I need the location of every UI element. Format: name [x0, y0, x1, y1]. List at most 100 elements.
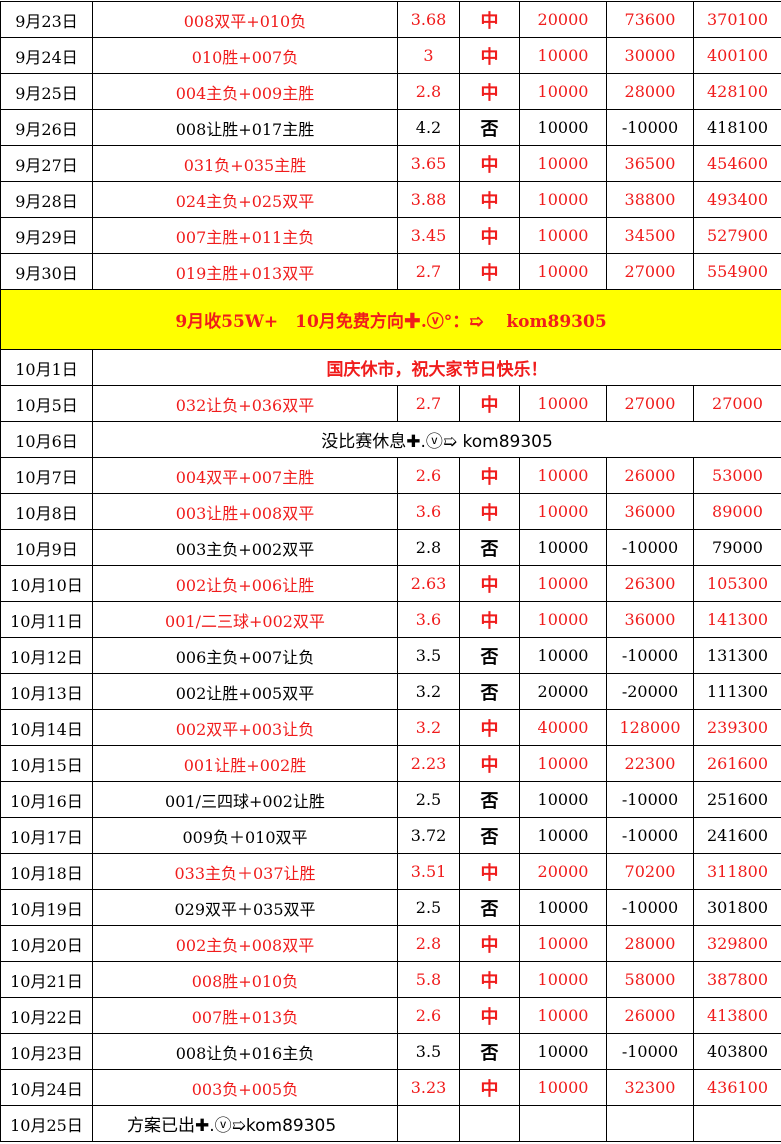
odds-cell: 5.8 — [398, 962, 460, 998]
odds-cell: 3.5 — [398, 1034, 460, 1070]
match-cell: 003负+005负 — [93, 1070, 398, 1106]
date-cell: 9月28日 — [1, 182, 93, 218]
stake-cell: 10000 — [520, 926, 607, 962]
match-cell: 003让胜+008双平 — [93, 494, 398, 530]
match-cell: 004主负+009主胜 — [93, 74, 398, 110]
date-cell: 10月22日 — [1, 998, 93, 1034]
odds-cell: 2.23 — [398, 746, 460, 782]
date-cell: 9月25日 — [1, 74, 93, 110]
odds-cell: 3.72 — [398, 818, 460, 854]
date-cell: 10月7日 — [1, 458, 93, 494]
result-cell: 否 — [460, 530, 520, 566]
profit-cell: -10000 — [607, 818, 694, 854]
result-cell: 否 — [460, 674, 520, 710]
result-cell: 中 — [460, 998, 520, 1034]
stake-cell: 10000 — [520, 818, 607, 854]
odds-cell: 3.51 — [398, 854, 460, 890]
stake-cell: 10000 — [520, 494, 607, 530]
note-row: 10月25日方案已出✚.ⓥ➯kom89305 — [1, 1106, 781, 1142]
match-cell: 010胜+007负 — [93, 38, 398, 74]
profit-cell: -20000 — [607, 674, 694, 710]
total-cell: 370100 — [694, 2, 781, 38]
stake-cell: 10000 — [520, 890, 607, 926]
match-cell: 003主负+002双平 — [93, 530, 398, 566]
profit-cell: -10000 — [607, 890, 694, 926]
date-cell: 10月10日 — [1, 566, 93, 602]
match-cell: 002让胜+005双平 — [93, 674, 398, 710]
empty-cell — [398, 1106, 460, 1142]
odds-cell: 2.8 — [398, 530, 460, 566]
date-cell: 10月5日 — [1, 386, 93, 422]
odds-cell: 2.8 — [398, 926, 460, 962]
total-cell: 79000 — [694, 530, 781, 566]
result-cell: 中 — [460, 38, 520, 74]
message-cell: 国庆休市，祝大家节日快乐！ — [93, 350, 781, 386]
date-cell: 10月24日 — [1, 1070, 93, 1106]
result-cell: 中 — [460, 710, 520, 746]
total-cell: 141300 — [694, 602, 781, 638]
date-cell: 10月11日 — [1, 602, 93, 638]
stake-cell: 20000 — [520, 854, 607, 890]
result-cell: 否 — [460, 1034, 520, 1070]
result-cell: 中 — [460, 218, 520, 254]
date-cell: 9月26日 — [1, 110, 93, 146]
stake-cell: 10000 — [520, 74, 607, 110]
odds-cell: 2.7 — [398, 254, 460, 290]
date-cell: 10月20日 — [1, 926, 93, 962]
profit-cell: 70200 — [607, 854, 694, 890]
profit-cell: 58000 — [607, 962, 694, 998]
profit-cell: -10000 — [607, 110, 694, 146]
total-cell: 261600 — [694, 746, 781, 782]
odds-cell: 3.2 — [398, 710, 460, 746]
match-cell: 008胜+010负 — [93, 962, 398, 998]
result-cell: 中 — [460, 386, 520, 422]
profit-cell: -10000 — [607, 782, 694, 818]
total-cell: 89000 — [694, 494, 781, 530]
stake-cell: 10000 — [520, 746, 607, 782]
result-cell: 中 — [460, 602, 520, 638]
date-cell: 10月21日 — [1, 962, 93, 998]
stake-cell: 10000 — [520, 782, 607, 818]
profit-cell: -10000 — [607, 638, 694, 674]
profit-cell: 26000 — [607, 458, 694, 494]
date-cell: 9月27日 — [1, 146, 93, 182]
profit-cell: 26000 — [607, 998, 694, 1034]
odds-cell: 2.8 — [398, 74, 460, 110]
stake-cell: 10000 — [520, 1034, 607, 1070]
date-cell: 9月24日 — [1, 38, 93, 74]
result-cell: 中 — [460, 494, 520, 530]
date-cell: 10月19日 — [1, 890, 93, 926]
match-cell: 009负＋010双平 — [93, 818, 398, 854]
match-cell: 002双平+003让负 — [93, 710, 398, 746]
total-cell: 241600 — [694, 818, 781, 854]
date-cell: 9月29日 — [1, 218, 93, 254]
stake-cell: 10000 — [520, 566, 607, 602]
stake-cell: 10000 — [520, 254, 607, 290]
profit-cell: 36000 — [607, 602, 694, 638]
banner-text: 9月收55W+ 10月免费方向✚.ⓥ°：➯ kom89305 — [1, 290, 781, 350]
total-cell: 428100 — [694, 74, 781, 110]
match-cell: 004双平+007主胜 — [93, 458, 398, 494]
odds-cell: 3 — [398, 38, 460, 74]
stake-cell: 40000 — [520, 710, 607, 746]
result-cell: 否 — [460, 638, 520, 674]
total-cell: 111300 — [694, 674, 781, 710]
profit-cell: 30000 — [607, 38, 694, 74]
stake-cell: 10000 — [520, 602, 607, 638]
date-cell: 9月30日 — [1, 254, 93, 290]
profit-cell: 26300 — [607, 566, 694, 602]
total-cell: 311800 — [694, 854, 781, 890]
odds-cell: 3.2 — [398, 674, 460, 710]
profit-cell: 36500 — [607, 146, 694, 182]
